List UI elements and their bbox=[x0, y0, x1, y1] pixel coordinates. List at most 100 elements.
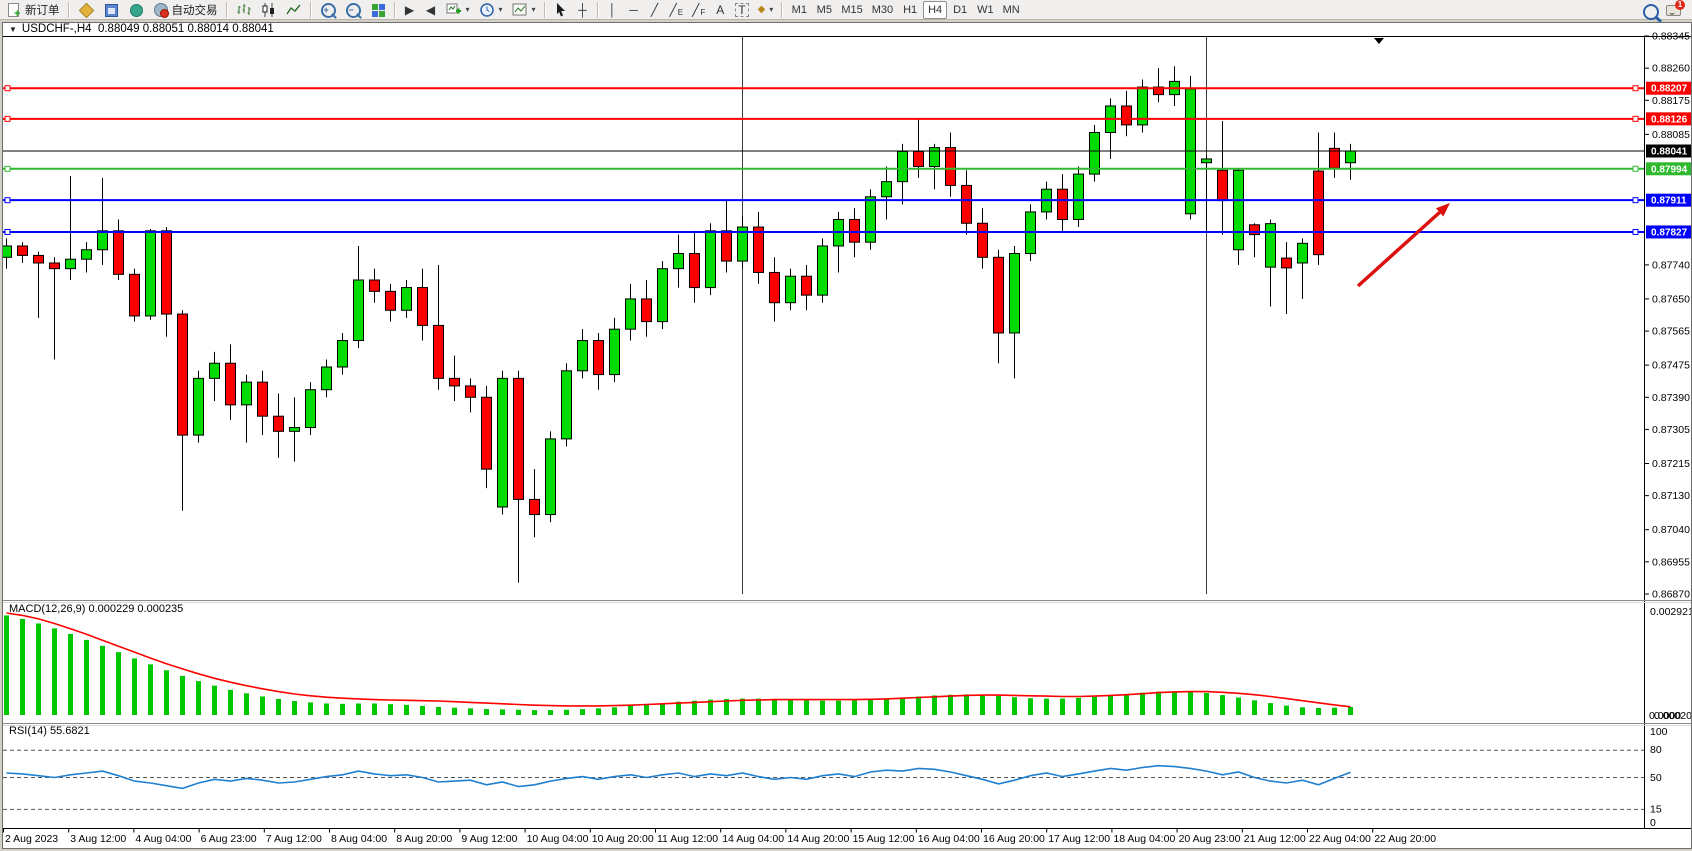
separator bbox=[781, 1, 784, 18]
new-chart-button[interactable]: ▾ bbox=[442, 1, 474, 19]
clock-icon bbox=[479, 2, 494, 17]
vertical-line-icon: │ bbox=[608, 2, 617, 17]
line-handle[interactable] bbox=[4, 228, 11, 235]
chart-window: ▼ USDCHF-,H4 0.88049 0.88051 0.88014 0.88… bbox=[2, 22, 1692, 849]
horizontal-lines: 0.88207 0.88126 0.88041 0.87994 0.87911 0.878… bbox=[3, 81, 1691, 239]
svg-text:6 Aug 23:00: 6 Aug 23:00 bbox=[201, 833, 257, 845]
timeframe-m5-button[interactable]: M5 bbox=[816, 3, 832, 16]
metaeditor-button[interactable] bbox=[74, 1, 98, 19]
line-handle[interactable] bbox=[1632, 165, 1639, 172]
autoscroll-button[interactable]: ▶ bbox=[400, 1, 420, 19]
channel-sub-label: E bbox=[677, 8, 684, 17]
channel-icon: ╱ bbox=[669, 2, 677, 17]
svg-text:0.000206: 0.000206 bbox=[1654, 710, 1691, 722]
line-handle[interactable] bbox=[1632, 115, 1639, 122]
candles-layer bbox=[3, 66, 1356, 583]
svg-text:0.87650: 0.87650 bbox=[1652, 293, 1690, 305]
chat-icon[interactable]: 1 bbox=[1666, 0, 1685, 18]
timeframe-w1-button[interactable]: W1 bbox=[977, 3, 994, 16]
timeframe-m1-button[interactable]: M1 bbox=[791, 3, 807, 16]
zoom-out-button[interactable]: − bbox=[341, 1, 365, 19]
separator bbox=[393, 1, 396, 18]
svg-text:0.88085: 0.88085 bbox=[1652, 129, 1690, 141]
text-label-icon: T bbox=[735, 2, 749, 17]
svg-text:7 Aug 12:00: 7 Aug 12:00 bbox=[266, 833, 322, 845]
separator bbox=[225, 1, 228, 18]
channel-tool-button[interactable]: ╱ E bbox=[666, 1, 688, 19]
price-line-label bbox=[1646, 81, 1691, 95]
time-axis: 2 Aug 2023 3 Aug 12:00 4 Aug 04:00 6 Aug 23… bbox=[3, 828, 1436, 845]
zoom-in-button[interactable]: + bbox=[316, 1, 340, 19]
timeframe-mn-button[interactable]: MN bbox=[1002, 3, 1020, 16]
collapse-icon[interactable]: ▼ bbox=[9, 25, 17, 34]
autoscroll-icon: ▶ bbox=[404, 2, 415, 17]
cursor-tool-button[interactable] bbox=[550, 1, 572, 19]
periods-button[interactable]: ▾ bbox=[475, 1, 507, 19]
svg-text:14 Aug 20:00: 14 Aug 20:00 bbox=[787, 833, 849, 845]
dropdown-icon: ▾ bbox=[531, 5, 536, 14]
chart-shift-icon: ◀ bbox=[425, 2, 436, 17]
macd-indicator-label: MACD(12,26,9) 0.000229 0.000235 bbox=[9, 603, 184, 615]
bar-chart-button[interactable] bbox=[232, 1, 256, 19]
svg-text:0.88207: 0.88207 bbox=[1651, 84, 1688, 95]
dropdown-icon: ▾ bbox=[769, 5, 774, 14]
timeframe-d1-button[interactable]: D1 bbox=[953, 3, 968, 16]
svg-text:11 Aug 12:00: 11 Aug 12:00 bbox=[657, 833, 718, 845]
text-tool-button[interactable]: A bbox=[710, 1, 730, 19]
zoom-out-icon: − bbox=[345, 2, 361, 18]
data-window-button[interactable] bbox=[124, 1, 148, 19]
fibonacci-tool-button[interactable]: ╱ F bbox=[688, 1, 709, 19]
svg-text:0.88345: 0.88345 bbox=[1652, 31, 1690, 43]
line-handle[interactable] bbox=[1632, 85, 1639, 92]
timeframe-h4-button[interactable]: H4 bbox=[923, 0, 948, 19]
svg-text:14 Aug 04:00: 14 Aug 04:00 bbox=[722, 833, 784, 845]
svg-text:0.87040: 0.87040 bbox=[1652, 524, 1690, 536]
svg-text:10 Aug 20:00: 10 Aug 20:00 bbox=[592, 833, 654, 845]
trendline-tool-button[interactable]: ╱ bbox=[645, 1, 665, 19]
market-watch-button[interactable] bbox=[99, 1, 123, 19]
templates-button[interactable]: ▾ bbox=[508, 1, 540, 19]
line-chart-button[interactable] bbox=[282, 1, 306, 19]
svg-text:10 Aug 04:00: 10 Aug 04:00 bbox=[527, 833, 589, 845]
timeframe-m15-button[interactable]: M15 bbox=[841, 3, 863, 16]
arrows-tool-button[interactable]: ◆ ▾ bbox=[754, 1, 778, 19]
svg-text:22 Aug 04:00: 22 Aug 04:00 bbox=[1309, 833, 1371, 845]
trendline-icon: ╱ bbox=[650, 2, 659, 17]
zoom-in-icon: + bbox=[320, 2, 336, 18]
new-order-icon: + bbox=[6, 2, 22, 19]
line-chart-icon bbox=[285, 4, 301, 14]
search-icon[interactable] bbox=[1642, 2, 1659, 20]
candlestick-chart-button[interactable] bbox=[257, 1, 281, 19]
line-handle[interactable] bbox=[1632, 197, 1639, 204]
line-handle[interactable] bbox=[4, 197, 11, 204]
vertical-line-tool-button[interactable]: │ bbox=[603, 1, 623, 19]
text-label-tool-button[interactable]: T bbox=[731, 1, 752, 19]
price-line-label bbox=[1646, 162, 1691, 176]
svg-text:0.87740: 0.87740 bbox=[1652, 259, 1690, 271]
rsi-indicator-label: RSI(14) 55.6821 bbox=[9, 725, 90, 737]
line-handle[interactable] bbox=[4, 115, 11, 122]
svg-text:16 Aug 20:00: 16 Aug 20:00 bbox=[983, 833, 1045, 845]
timeframe-m30-button[interactable]: M30 bbox=[871, 3, 894, 16]
templates-icon bbox=[512, 3, 527, 15]
horizontal-line-tool-button[interactable]: ─ bbox=[624, 1, 644, 19]
line-handle[interactable] bbox=[4, 165, 11, 172]
trend-arrow[interactable] bbox=[1356, 203, 1450, 288]
timeframe-h1-button[interactable]: H1 bbox=[903, 3, 918, 16]
vertical-lines[interactable] bbox=[742, 36, 1207, 594]
chart-canvas[interactable]: 0.88345 0.88260 0.88175 0.88085 0.87740 0.876… bbox=[3, 23, 1691, 848]
line-handle[interactable] bbox=[1632, 228, 1639, 235]
chart-shift-button[interactable]: ◀ bbox=[421, 1, 441, 19]
tile-windows-button[interactable] bbox=[366, 1, 390, 19]
chart-title: ▼ USDCHF-,H4 0.88049 0.88051 0.88014 0.88… bbox=[9, 23, 274, 36]
price-line-label bbox=[1646, 144, 1691, 158]
new-order-button[interactable]: + 新订单 bbox=[2, 1, 64, 19]
svg-text:0.87305: 0.87305 bbox=[1652, 424, 1690, 436]
svg-text:15: 15 bbox=[1650, 804, 1662, 816]
svg-text:8 Aug 20:00: 8 Aug 20:00 bbox=[396, 833, 452, 845]
svg-text:17 Aug 12:00: 17 Aug 12:00 bbox=[1048, 833, 1110, 845]
line-handle[interactable] bbox=[4, 85, 11, 92]
chart-shift-marker[interactable] bbox=[1374, 38, 1384, 44]
autotrading-button[interactable]: 自动交易 bbox=[149, 1, 222, 19]
crosshair-tool-button[interactable]: ┼ bbox=[573, 1, 593, 19]
